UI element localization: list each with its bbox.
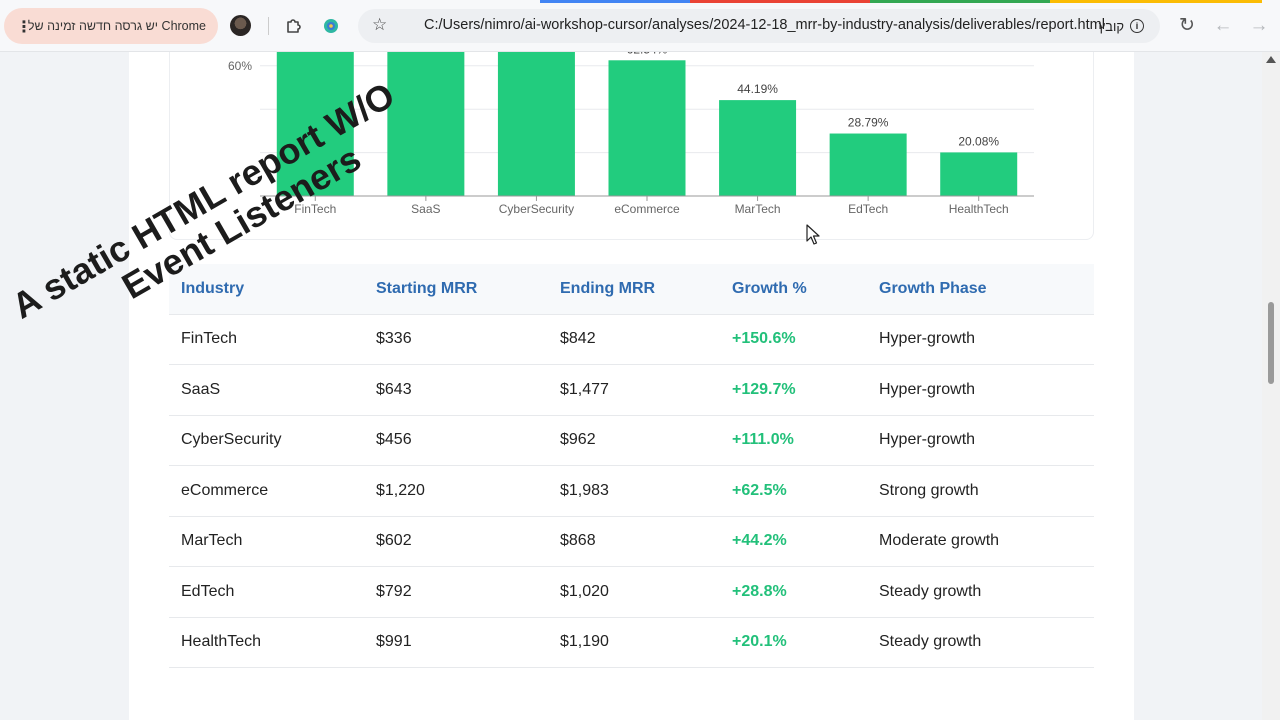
column-header: Ending MRR	[548, 264, 720, 315]
table-cell: $842	[548, 314, 720, 365]
scroll-up-arrow-icon[interactable]	[1266, 56, 1276, 63]
table-cell: $336	[364, 314, 548, 365]
site-info-chip[interactable]: קובץ i	[1091, 14, 1152, 38]
tab-color-strip-green	[870, 0, 1050, 3]
extension-circle-icon[interactable]	[321, 16, 341, 36]
tab-color-strip-yellow	[1050, 0, 1262, 3]
x-tick-label: CyberSecurity	[499, 202, 574, 216]
kebab-menu-icon: ⋮	[16, 19, 32, 36]
table-cell: +150.6%	[720, 314, 867, 365]
table-cell: MarTech	[169, 516, 364, 567]
column-header: Growth Phase	[867, 264, 1094, 315]
mouse-cursor-icon	[806, 224, 820, 245]
table-cell: Hyper-growth	[867, 314, 1094, 365]
x-tick-label: FinTech	[294, 202, 336, 216]
forward-arrow-icon[interactable]: →	[1249, 15, 1269, 36]
table-cell: EdTech	[169, 566, 364, 618]
table-cell: $868	[548, 516, 720, 567]
table-row: EdTech $792 $1,020 +28.8% Steady growth	[169, 566, 1094, 618]
table-header-row: Industry Starting MRR Ending MRR Growth % Gr…	[169, 264, 1094, 315]
bar	[829, 133, 907, 196]
table-row: MarTech $602 $868 +44.2% Moderate growth	[169, 516, 1094, 567]
info-icon: i	[1130, 19, 1144, 33]
table-cell: Moderate growth	[867, 516, 1094, 567]
table-cell: eCommerce	[169, 465, 364, 517]
table-cell: +44.2%	[720, 516, 867, 567]
chrome-update-button[interactable]: ⋮ יש גרסה חדשה זמינה של Chrome	[4, 8, 218, 44]
table-cell: Steady growth	[867, 566, 1094, 618]
tab-color-strip-red	[690, 0, 870, 3]
table-cell: $991	[364, 617, 548, 668]
address-url[interactable]: C:/Users/nimro/ai-workshop-cursor/analys…	[424, 17, 1105, 33]
table-cell: Steady growth	[867, 617, 1094, 668]
table-cell: Strong growth	[867, 465, 1094, 517]
table-cell: +20.1%	[720, 617, 867, 668]
growth-chart: 60% FinTech SaaS CyberSecurity 62.54% eCommer…	[169, 52, 1094, 240]
x-tick-label: eCommerce	[614, 202, 680, 216]
chrome-update-label: יש גרסה חדשה זמינה של Chrome	[27, 19, 206, 33]
table-cell: +111.0%	[720, 415, 867, 466]
table-cell: $962	[548, 415, 720, 466]
table-cell: Hyper-growth	[867, 415, 1094, 466]
table-row: CyberSecurity $456 $962 +111.0% Hyper-growth	[169, 415, 1094, 466]
x-tick-label: EdTech	[848, 202, 888, 216]
growth-bar-chart: 60% FinTech SaaS CyberSecurity 62.54% eCommer…	[228, 52, 1034, 216]
bar	[940, 152, 1018, 196]
y-tick-label: 60%	[228, 59, 252, 73]
table-row: HealthTech $991 $1,190 +20.1% Steady growth	[169, 617, 1094, 668]
x-tick-label: MarTech	[735, 202, 781, 216]
table-cell: $602	[364, 516, 548, 567]
extensions-puzzle-icon[interactable]	[284, 16, 304, 36]
table-row: SaaS $643 $1,477 +129.7% Hyper-growth	[169, 364, 1094, 416]
growth-table: Industry Starting MRR Ending MRR Growth % Gr…	[169, 264, 1094, 668]
bar-value-label: 44.19%	[737, 82, 778, 96]
page-viewport: 60%FinTechSaaSCyberSecurity62.54%eCommer…	[0, 52, 1262, 720]
bar-value-label: 20.08%	[958, 134, 999, 148]
x-tick-label: SaaS	[411, 202, 440, 216]
bar	[608, 60, 686, 196]
column-header: Growth %	[720, 264, 867, 315]
table-cell: $1,190	[548, 617, 720, 668]
table-cell: $1,220	[364, 465, 548, 517]
table-cell: CyberSecurity	[169, 415, 364, 466]
column-header: Starting MRR	[364, 264, 548, 315]
table-row: eCommerce $1,220 $1,983 +62.5% Strong growth	[169, 465, 1094, 517]
bookmark-star-icon[interactable]: ☆	[372, 15, 388, 34]
table-header: Industry Starting MRR Ending MRR Growth % Gr…	[169, 264, 1094, 315]
table-cell: $1,983	[548, 465, 720, 517]
profile-avatar[interactable]	[230, 15, 251, 36]
scrollbar-thumb[interactable]	[1268, 302, 1274, 384]
report-card: 60%FinTechSaaSCyberSecurity62.54%eCommer…	[129, 52, 1134, 720]
bar-value-label: 62.54%	[627, 52, 668, 56]
browser-toolbar: ⋮ יש גרסה חדשה זמינה של Chrome ☆ C:/User…	[0, 0, 1280, 52]
table-cell: $792	[364, 566, 548, 618]
bar	[387, 52, 465, 196]
table-cell: +129.7%	[720, 364, 867, 416]
table-cell: Hyper-growth	[867, 364, 1094, 416]
back-arrow-icon[interactable]: ←	[1213, 15, 1233, 36]
table-cell: $643	[364, 364, 548, 416]
bar-value-label: 28.79%	[848, 116, 889, 130]
reload-icon[interactable]: ↻	[1179, 15, 1195, 36]
table-cell: HealthTech	[169, 617, 364, 668]
table-cell: +62.5%	[720, 465, 867, 517]
column-header: Industry	[169, 264, 364, 315]
table-cell: $1,477	[548, 364, 720, 416]
tab-color-strip-blue	[540, 0, 690, 3]
table-row: FinTech $336 $842 +150.6% Hyper-growth	[169, 314, 1094, 365]
table-cell: $1,020	[548, 566, 720, 618]
table-cell: FinTech	[169, 314, 364, 365]
x-tick-label: HealthTech	[949, 202, 1009, 216]
bar	[497, 52, 575, 196]
table-cell: +28.8%	[720, 566, 867, 618]
bar	[719, 100, 797, 196]
vertical-scrollbar[interactable]	[1262, 52, 1280, 720]
bar	[276, 52, 354, 196]
table-cell: SaaS	[169, 364, 364, 416]
table-body: FinTech $336 $842 +150.6% Hyper-growth SaaS $6…	[169, 314, 1094, 668]
toolbar-divider	[268, 17, 269, 35]
address-bar[interactable]: ☆ C:/Users/nimro/ai-workshop-cursor/anal…	[358, 9, 1160, 43]
file-chip-label: קובץ	[1098, 18, 1124, 34]
table-cell: $456	[364, 415, 548, 466]
